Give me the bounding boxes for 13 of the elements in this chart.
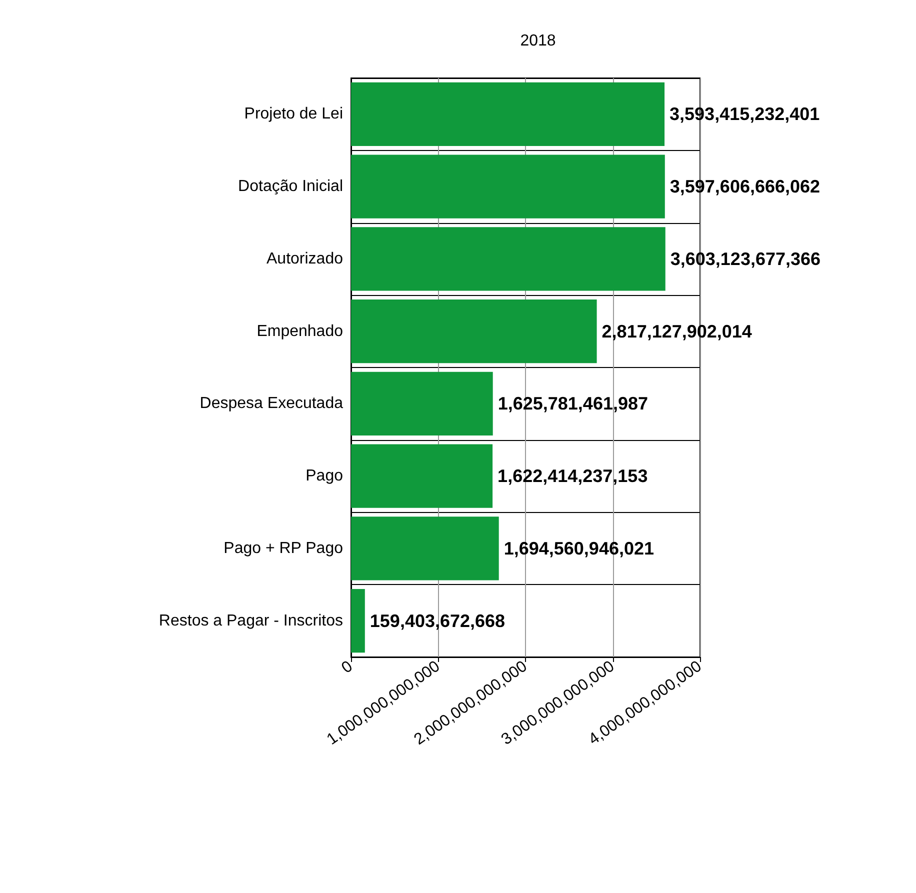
data-label: 1,622,414,237,153 — [498, 466, 648, 486]
y-tick-label: Projeto de Lei — [244, 106, 343, 123]
y-tick-label: Restos a Pagar - Inscritos — [158, 612, 343, 630]
y-tick-label: Pago — [306, 468, 344, 485]
y-tick-label: Autorizado — [266, 250, 344, 268]
y-tick-label: Dotação Inicial — [238, 178, 343, 196]
y-tick-label: Despesa Executada — [200, 395, 344, 412]
chart-title: 2018 — [520, 32, 556, 50]
data-label: 159,403,672,668 — [370, 610, 506, 631]
data-label: 1,625,781,461,987 — [498, 394, 648, 414]
y-tick-label: Empenhado — [256, 322, 344, 340]
y-tick-label: Pago + RP Pago — [224, 540, 344, 557]
data-label: 1,694,560,946,021 — [504, 538, 654, 558]
